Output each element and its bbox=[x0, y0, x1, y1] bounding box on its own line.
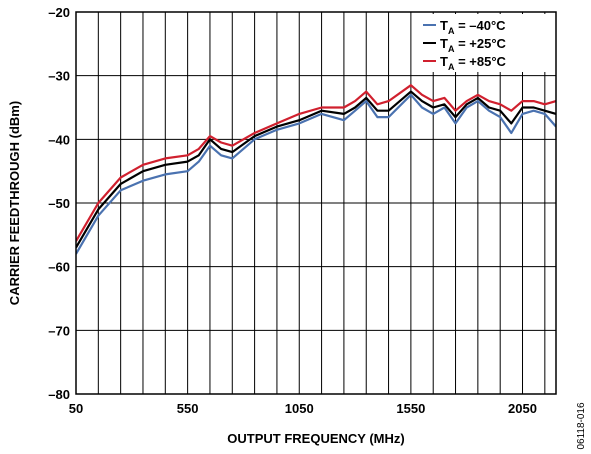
y-tick-label: –20 bbox=[48, 5, 70, 20]
plot-frame bbox=[75, 11, 557, 395]
series-group bbox=[76, 84, 556, 255]
y-axis-title: CARRIER FEEDTHROUGH (dBm) bbox=[7, 101, 22, 305]
y-tick-label: –80 bbox=[48, 387, 70, 402]
x-tick-label: 2050 bbox=[508, 401, 537, 416]
x-tick-label: 1550 bbox=[396, 401, 425, 416]
legend-background bbox=[420, 14, 554, 72]
series-line-2 bbox=[76, 84, 556, 242]
legend-label-plus25: = +25°C bbox=[454, 36, 506, 51]
y-tick-label: –60 bbox=[48, 260, 70, 275]
series-line-0 bbox=[76, 93, 556, 255]
legend-item-minus40: TA = –40°C bbox=[423, 18, 506, 36]
x-tick-label: 50 bbox=[69, 401, 83, 416]
svg-text:TA = +25°C: TA = +25°C bbox=[440, 36, 507, 54]
legend-sub-plus85: A bbox=[448, 62, 455, 72]
figure-id: 06118-016 bbox=[576, 402, 587, 450]
series-line-1 bbox=[76, 90, 556, 249]
legend-label-plus85: = +85°C bbox=[454, 54, 506, 69]
legend-item-plus25: TA = +25°C bbox=[423, 36, 507, 54]
legend-t-plus85: T bbox=[440, 54, 448, 69]
legend-sub-plus25: A bbox=[448, 44, 455, 54]
y-tick-labels: –80 –70 –60 –50 –40 –30 –20 bbox=[48, 5, 70, 402]
legend-item-plus85: TA = +85°C bbox=[423, 54, 507, 72]
y-tick-label: –50 bbox=[48, 196, 70, 211]
x-tick-labels: 50 550 1050 1550 2050 bbox=[69, 401, 537, 416]
y-tick-label: –70 bbox=[48, 323, 70, 338]
grid bbox=[76, 12, 556, 394]
x-axis-title: OUTPUT FREQUENCY (MHz) bbox=[227, 431, 404, 446]
x-tick-label: 1050 bbox=[285, 401, 314, 416]
legend: TA = –40°C TA = +25°C TA = +85°C bbox=[420, 14, 554, 72]
legend-t-minus40: T bbox=[440, 18, 448, 33]
legend-t-plus25: T bbox=[440, 36, 448, 51]
y-tick-label: –30 bbox=[48, 69, 70, 84]
svg-text:TA = +85°C: TA = +85°C bbox=[440, 54, 507, 72]
legend-sub-minus40: A bbox=[448, 26, 455, 36]
x-tick-label: 550 bbox=[177, 401, 199, 416]
y-tick-label: –40 bbox=[48, 132, 70, 147]
svg-text:TA = –40°C: TA = –40°C bbox=[440, 18, 506, 36]
legend-label-minus40: = –40°C bbox=[454, 18, 506, 33]
